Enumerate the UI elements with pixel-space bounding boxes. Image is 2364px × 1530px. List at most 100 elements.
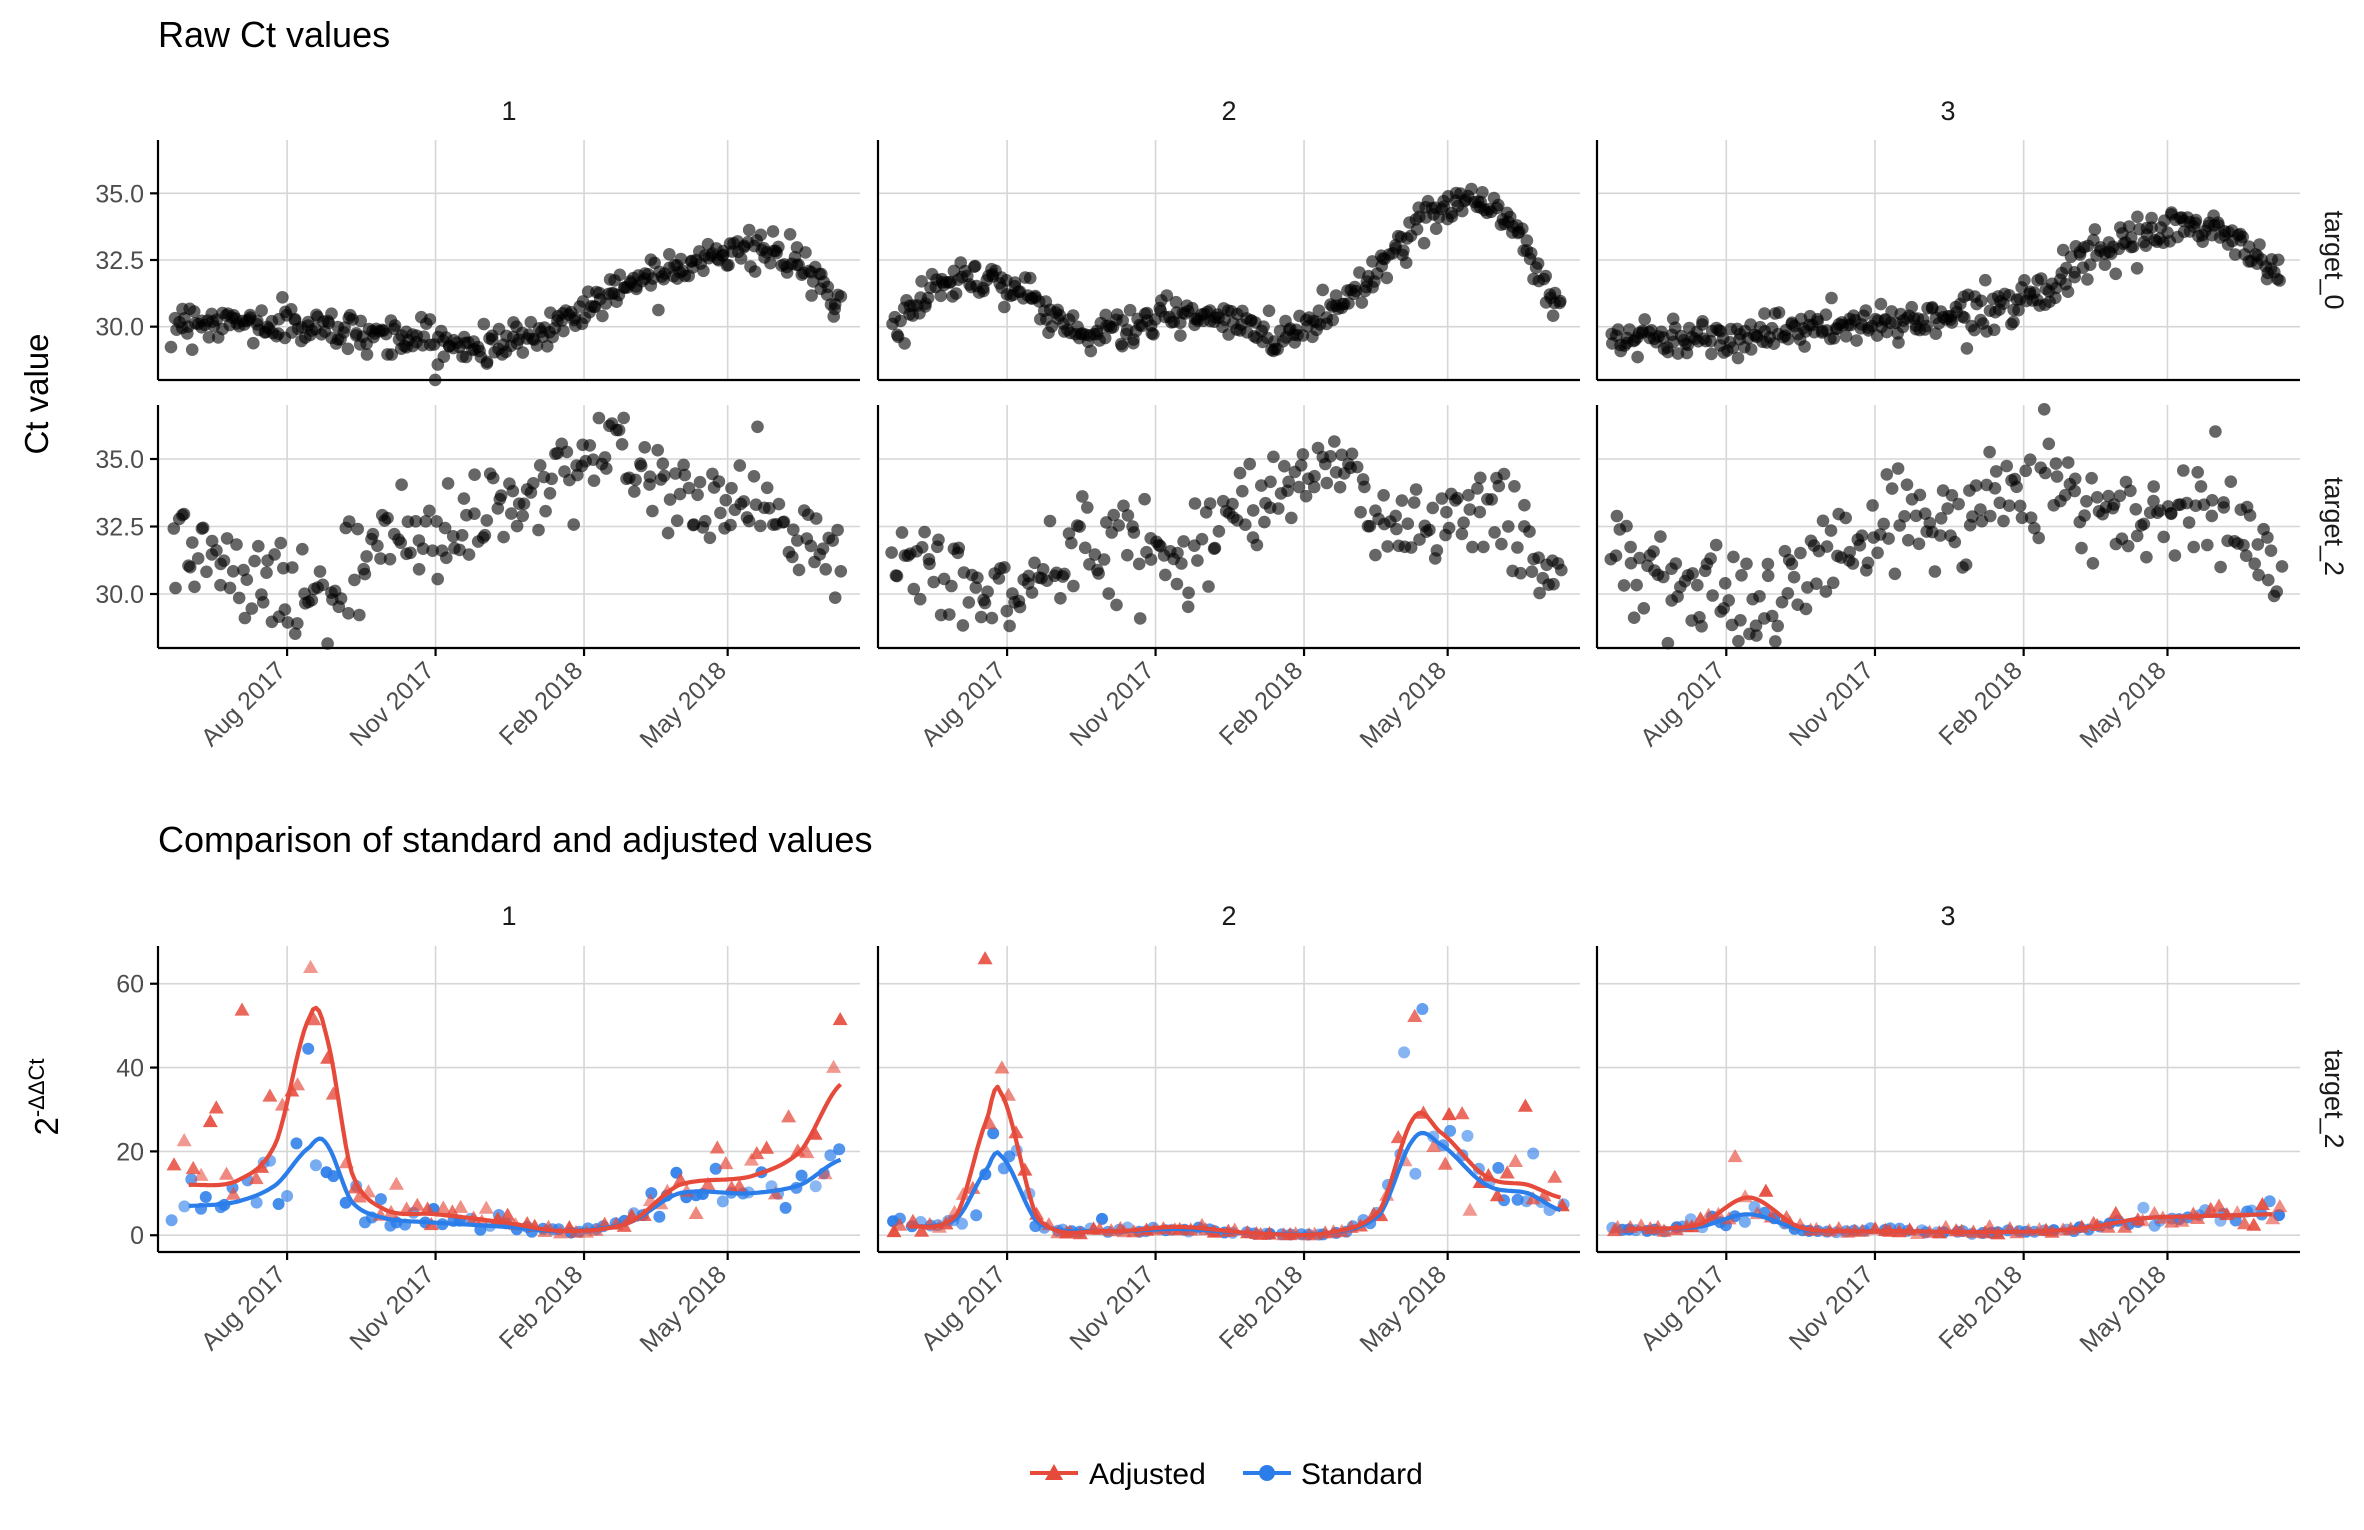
ct-point [1358,480,1371,494]
ct-point [583,439,597,452]
standard-point [1409,1167,1422,1180]
ct-point [1695,620,1708,633]
ct-point [1974,503,1987,516]
ct-point [468,468,481,482]
ct-point [516,509,529,523]
ct-point [1514,566,1527,580]
ct-point [217,554,231,567]
ct-point [353,608,366,622]
ct-point [478,528,492,542]
standard-point [1738,1215,1751,1228]
ct-point [1363,519,1377,533]
ct-point [1407,496,1421,509]
ct-point [992,572,1006,585]
ct-point [325,307,338,321]
ct-point [541,340,554,353]
ct-point [1285,511,1298,525]
ct-point [169,581,182,595]
ct-point [1264,475,1277,489]
ct-point [956,619,970,632]
ct-point [1390,522,1403,536]
ct-point [1423,523,1436,537]
adjusted-point [718,1155,734,1170]
ct-point [927,575,940,589]
adjusted-point [234,1002,250,1016]
ct-point [1934,512,1948,525]
ct-point [1767,337,1781,351]
x-tick-label: Aug 2017 [196,1260,291,1355]
ct-point [697,264,710,278]
ct-point [453,543,466,557]
ct-point [831,523,844,537]
ct-point [291,617,304,630]
adjusted-point [709,1140,725,1154]
adjusted-point [826,1059,842,1073]
ct-point [2024,511,2038,524]
ct-point [1272,502,1285,515]
ct-point [1547,577,1560,591]
ct-point [1546,309,1560,323]
ct-point [673,487,687,501]
ct-point [2068,270,2081,284]
ct-point [177,507,191,521]
ct-point [1888,567,1902,581]
ct-point [2007,315,2020,329]
y-tick-label: 32.5 [95,247,144,275]
ct-point [1934,529,1947,542]
ct-point [341,342,355,356]
adjusted-point [759,1140,775,1154]
ct-point [202,331,216,344]
ct-point [628,485,641,498]
ct-point [1523,525,1536,538]
ct-point [1853,539,1867,552]
adjusted-point [248,1170,264,1185]
ct-point [468,507,481,520]
x-tick-label: May 2018 [2074,1260,2171,1357]
strip-col-label: 2 [1221,96,1236,126]
ct-point [1065,536,1078,550]
ct-point [274,536,288,550]
strip-col-label: 3 [1940,901,1955,931]
ct-point [657,469,671,483]
ct-point [1144,553,1158,566]
ct-point [1036,563,1050,576]
ct-point [527,477,540,490]
x-tick-label: May 2018 [2074,656,2171,753]
strip-col-label: 2 [1221,901,1236,931]
ct-point [1732,634,1745,648]
adjusted-point [166,1157,182,1171]
ct-point [1610,509,1624,523]
ct-point [670,514,684,527]
ct-point [682,481,696,495]
ct-point [1502,520,1515,533]
ct-point [1839,330,1853,343]
ct-point [945,579,958,593]
ct-point [1969,479,1983,492]
ct-point [1132,557,1146,571]
ct-point [1067,579,1080,593]
ct-point [1092,567,1105,580]
strip-row-label: target_2 [2319,1049,2349,1148]
x-tick-label: Nov 2017 [1784,656,1879,751]
ct-point [486,471,500,485]
ct-point [1898,510,1911,523]
ct-point [1495,537,1508,551]
ct-point [1326,313,1339,327]
ct-point [952,541,966,555]
ct-point [316,578,330,592]
ct-point [1984,509,1997,523]
ct-point [725,481,738,495]
ct-point [2243,509,2257,522]
x-tick-label: Feb 2018 [1214,656,1308,750]
ct-point [1892,336,1905,349]
ct-point [1177,535,1190,548]
ct-point [1455,527,1469,541]
ct-point [703,531,717,545]
ct-point [1630,578,1643,592]
ct-point [760,481,774,495]
adjusted-point [202,1114,218,1128]
ct-point [1182,586,1195,600]
ct-point [1477,540,1490,554]
ct-point [1465,182,1478,196]
adjusted-point [453,1199,469,1213]
